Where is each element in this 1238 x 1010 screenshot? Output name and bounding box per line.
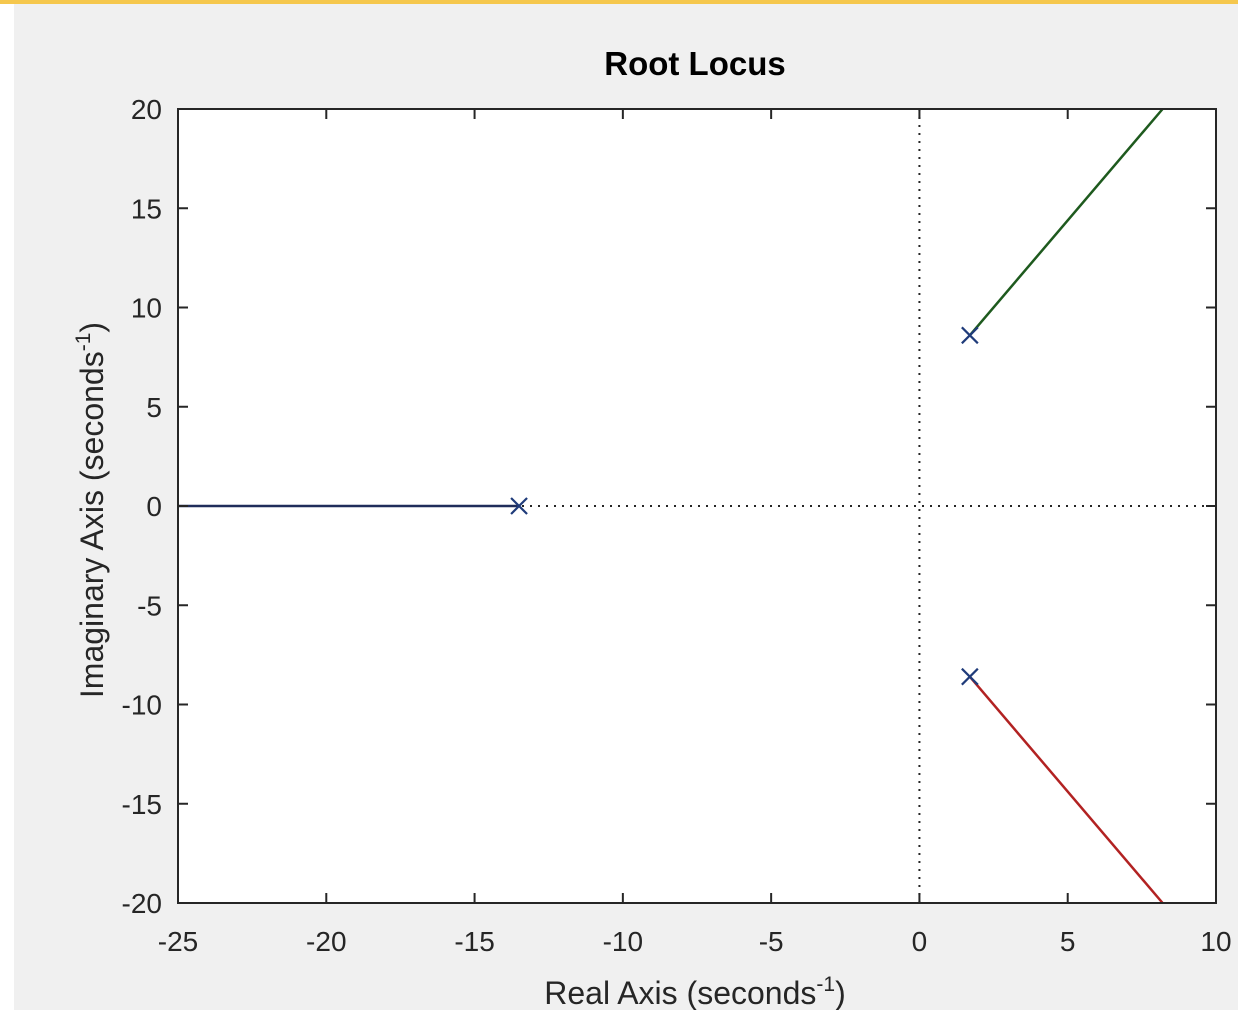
pole-marker-stroke xyxy=(961,667,979,686)
reference-lines xyxy=(178,109,1216,903)
plot-frame xyxy=(177,108,1217,904)
y-tick-label: -5 xyxy=(137,590,162,621)
chart-title: Root Locus xyxy=(604,45,785,82)
y-axis-label-close: ) xyxy=(74,322,110,333)
x-tick-label: -5 xyxy=(759,926,784,957)
x-tick-label: 10 xyxy=(1200,926,1231,957)
pole-marker-stroke xyxy=(510,497,528,515)
y-axis-label-superscript: -1 xyxy=(72,333,95,352)
x-axis-label-close: ) xyxy=(835,975,846,1010)
x-tick-label: 5 xyxy=(1060,926,1076,957)
x-tick-labels: -25 -20 -15 -10 -5 0 5 10 xyxy=(158,926,1232,957)
x-tick-label: 0 xyxy=(912,926,928,957)
pole-marker-3 xyxy=(961,667,979,686)
pole-markers xyxy=(510,326,979,686)
y-tick-labels: -20 -15 -10 -5 0 5 10 15 20 xyxy=(122,94,162,919)
locus-branch-2 xyxy=(968,108,1164,337)
y-axis-label: Imaginary Axis (seconds-1) xyxy=(72,322,110,698)
x-axis-label-text: Real Axis (seconds xyxy=(544,975,816,1010)
locus-branches xyxy=(178,108,1164,904)
y-axis-label-text: Imaginary Axis (seconds xyxy=(74,351,110,698)
y-tick-label: -20 xyxy=(122,888,162,919)
locus-branch-3 xyxy=(968,675,1164,904)
x-tick-label: -20 xyxy=(306,926,346,957)
x-tick-label: -25 xyxy=(158,926,198,957)
y-tick-label: 10 xyxy=(131,293,162,324)
x-tick-label: -10 xyxy=(603,926,643,957)
x-axis-label-superscript: -1 xyxy=(816,973,835,996)
y-tick-label: 5 xyxy=(146,392,162,423)
x-tick-label: -15 xyxy=(454,926,494,957)
top-accent-bar xyxy=(0,0,1238,4)
y-tick-label: 20 xyxy=(131,94,162,125)
y-tick-label: -10 xyxy=(122,690,162,721)
x-axis-label: Real Axis (seconds-1) xyxy=(544,973,845,1010)
y-tick-label: -15 xyxy=(122,789,162,820)
y-tick-label: 0 xyxy=(146,491,162,522)
pole-marker-2 xyxy=(961,326,979,345)
pole-marker-1 xyxy=(510,497,528,515)
pole-marker-stroke xyxy=(961,326,979,345)
y-tick-label: 15 xyxy=(131,193,162,224)
